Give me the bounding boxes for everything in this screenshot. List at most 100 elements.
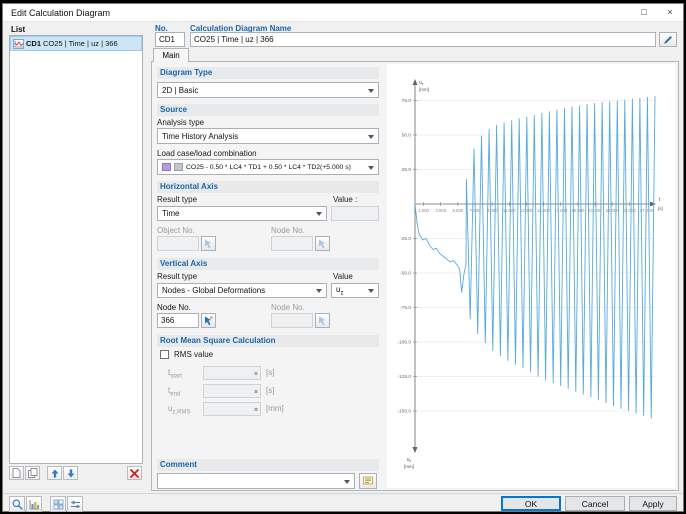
rms-uzrms-label: uz,RMS [168, 404, 191, 416]
svg-text:17.000: 17.000 [554, 208, 568, 213]
copy-diagram-button[interactable] [25, 466, 40, 480]
diagram-list[interactable]: CD1 CO25 | Time | uz | 366 [9, 35, 143, 464]
list-item[interactable]: CD1 CO25 | Time | uz | 366 [10, 36, 142, 51]
tab-main[interactable]: Main [153, 48, 189, 62]
ok-button[interactable]: OK [501, 496, 561, 511]
rms-tstart-label: tstart [168, 368, 182, 380]
svg-text:[s]: [s] [658, 206, 663, 211]
h-object-no-field [157, 236, 199, 251]
zoom-button[interactable] [9, 496, 25, 512]
v-node-no-label: Node No. [157, 303, 191, 312]
svg-text:-100.0: -100.0 [397, 340, 411, 346]
rms-tstart-field [203, 366, 261, 380]
mini-chart-icon [29, 499, 39, 509]
table-view-button[interactable] [50, 496, 66, 512]
v-result-type-label: Result type [157, 272, 198, 281]
rename-button[interactable] [659, 32, 677, 47]
select-arrow-icon [319, 239, 325, 248]
rms-checkbox[interactable] [160, 350, 169, 359]
title-bar: Edit Calculation Diagram □ × [3, 4, 683, 22]
apply-button[interactable]: Apply [629, 496, 677, 511]
move-up-button[interactable] [47, 466, 62, 480]
svg-text:23.000: 23.000 [606, 208, 620, 213]
h-result-type-select[interactable]: Time [157, 206, 327, 221]
move-down-button[interactable] [63, 466, 78, 480]
svg-text:-150.0: -150.0 [397, 409, 411, 415]
v-node-picker-button[interactable] [201, 313, 216, 328]
name-label: Calculation Diagram Name [190, 24, 292, 33]
h-object-no-label: Object No. [157, 226, 195, 235]
maximize-button[interactable]: □ [631, 4, 657, 22]
select-arrow-icon [205, 239, 211, 248]
section-rms: Root Mean Square Calculation [157, 335, 379, 347]
load-case-color-chip-1 [162, 163, 171, 171]
list-label: List [11, 25, 26, 34]
svg-text:[mm]: [mm] [419, 87, 429, 92]
svg-text:5.000: 5.000 [452, 208, 463, 213]
rms-tend-label: tend [168, 386, 181, 398]
load-case-value: CO25 - 0.50 * LC4 * TD1 + 0.50 * LC4 * T… [186, 163, 351, 171]
svg-text:25.0: 25.0 [402, 167, 412, 173]
diagram-icon [13, 38, 24, 49]
svg-text:25.000: 25.000 [623, 208, 637, 213]
name-field[interactable]: CO25 | Time | uz | 366 [190, 32, 656, 47]
svg-text:75.0: 75.0 [402, 98, 412, 104]
v-result-type-select[interactable]: Nodes - Global Deformations [157, 283, 327, 298]
svg-text:uz: uz [407, 457, 412, 463]
h-node-picker-button [315, 236, 330, 251]
analysis-type-select[interactable]: Time History Analysis [157, 128, 379, 144]
diagram-type-select[interactable]: 2D | Basic [157, 82, 379, 98]
no-field[interactable]: CD1 [155, 32, 185, 47]
diagram-type-value: 2D | Basic [162, 85, 199, 95]
h-result-type-label: Result type [157, 195, 198, 204]
h-node-no-field [271, 236, 313, 251]
close-button[interactable]: × [657, 4, 683, 22]
list-item-id: CD1 [26, 39, 42, 48]
footer-separator [3, 493, 683, 494]
rms-tend-unit: [s] [266, 386, 275, 395]
svg-text:9.000: 9.000 [487, 208, 498, 213]
load-case-select[interactable]: CO25 - 0.50 * LC4 * TD1 + 0.50 * LC4 * T… [157, 159, 379, 175]
svg-text:uz: uz [419, 80, 424, 86]
section-comment: Comment [157, 459, 379, 471]
v-node2-picker-button [315, 313, 330, 328]
analysis-type-value: Time History Analysis [162, 131, 239, 141]
svg-text:-125.0: -125.0 [397, 374, 411, 380]
new-page-icon [12, 468, 21, 478]
section-vertical-axis: Vertical Axis [157, 258, 379, 270]
section-diagram-type: Diagram Type [157, 67, 379, 79]
arrow-up-icon [51, 469, 58, 477]
h-value-label: Value : [333, 195, 358, 204]
copy-icon [27, 468, 37, 478]
comment-library-button[interactable] [359, 473, 377, 489]
delete-diagram-button[interactable] [127, 466, 142, 480]
h-result-type-value: Time [162, 209, 180, 218]
v-node-no2-field [271, 313, 313, 328]
v-node-no-field[interactable]: 366 [157, 313, 199, 328]
svg-text:1.000: 1.000 [418, 208, 429, 213]
magnifier-icon [12, 499, 23, 510]
svg-text:21.000: 21.000 [588, 208, 602, 213]
v-node-no2-label: Node No. [271, 303, 305, 312]
display-options-button[interactable] [67, 496, 83, 512]
v-value-text: uz [336, 284, 344, 297]
window-title: Edit Calculation Diagram [11, 7, 111, 18]
v-value-select[interactable]: uz [331, 283, 379, 298]
sliders-icon [70, 500, 80, 508]
graphic-button[interactable] [26, 496, 42, 512]
load-case-color-chip-2 [174, 163, 183, 171]
pencil-icon [664, 35, 672, 44]
cancel-button[interactable]: Cancel [565, 496, 625, 511]
comment-select[interactable] [157, 473, 355, 489]
rms-tstart-unit: [s] [266, 368, 275, 377]
new-diagram-button[interactable] [9, 466, 24, 480]
svg-text:[mm]: [mm] [404, 464, 414, 469]
h-node-no-label: Node No. [271, 226, 305, 235]
svg-text:-50.0: -50.0 [400, 271, 411, 277]
svg-text:50.0: 50.0 [402, 133, 412, 139]
section-source: Source [157, 104, 379, 116]
select-arrow-icon [205, 315, 213, 325]
rms-tend-field [203, 384, 261, 398]
load-case-label: Load case/load combination [157, 149, 257, 158]
select-arrow-icon [319, 316, 325, 325]
